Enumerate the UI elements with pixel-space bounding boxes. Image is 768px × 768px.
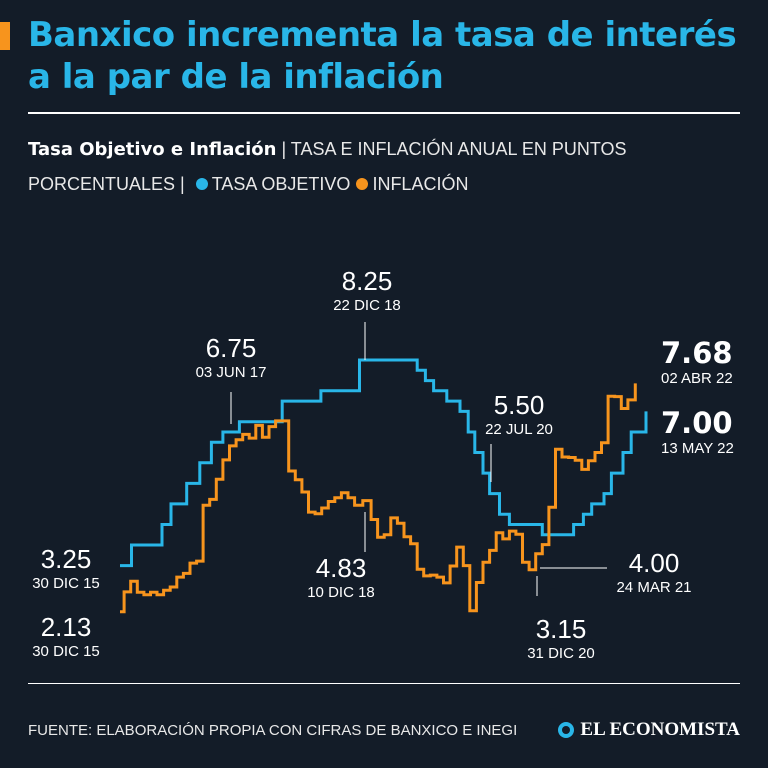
annotation-date-tasa: 22 DIC 18 bbox=[333, 297, 401, 314]
headline-accent-bar bbox=[0, 22, 10, 50]
annotation-value-tasa: 8.25 bbox=[342, 266, 393, 296]
annotation-date-tasa: 30 DIC 15 bbox=[32, 575, 100, 592]
brand-circle-icon bbox=[558, 722, 575, 738]
annotation-value-inflacion: 7.68 bbox=[661, 336, 733, 370]
annotation-date-tasa: 13 MAY 22 bbox=[661, 440, 734, 457]
annotation-date-inflacion: 31 DIC 20 bbox=[527, 645, 595, 662]
source-note: FUENTE: ELABORACIÓN PROPIA CON CIFRAS DE… bbox=[28, 722, 518, 739]
page-title: Banxico incrementa la tasa de interés a … bbox=[28, 15, 737, 97]
legend-inflacion-label: INFLACIÓN bbox=[372, 174, 469, 194]
legend-tasa-dot-icon bbox=[195, 177, 208, 190]
bottom-divider bbox=[28, 683, 740, 684]
annotation-value-inflacion: 3.15 bbox=[536, 614, 587, 644]
annotation-date-tasa: 03 JUN 17 bbox=[196, 364, 267, 381]
legend-inflacion-dot-icon bbox=[356, 177, 369, 190]
legend-tasa-label: TASA OBJETIVO bbox=[211, 174, 351, 194]
chart-subtitle: Tasa Objetivo e Inflación | TASA E INFLA… bbox=[28, 132, 740, 201]
brand-logo: EL ECONOMISTA bbox=[558, 719, 740, 741]
top-divider bbox=[28, 112, 740, 114]
annotation-date-inflacion: 30 DIC 15 bbox=[32, 643, 100, 660]
chart-title: Tasa Objetivo e Inflación bbox=[28, 139, 277, 160]
annotation-value-tasa: 4.00 bbox=[629, 548, 680, 578]
annotation-value-inflacion: 4.83 bbox=[316, 553, 367, 583]
tasa-series-line bbox=[120, 358, 648, 568]
annotation-date-tasa: 24 MAR 21 bbox=[616, 579, 691, 596]
brand-name: EL ECONOMISTA bbox=[580, 719, 740, 740]
annotation-date-inflacion: 02 ABR 22 bbox=[661, 370, 733, 387]
subtitle-separator: | bbox=[175, 174, 190, 194]
subtitle-separator: | bbox=[276, 139, 291, 159]
annotation-date-tasa: 22 JUL 20 bbox=[485, 421, 553, 438]
annotation-date-inflacion: 10 DIC 18 bbox=[307, 584, 375, 601]
annotation-value-tasa: 6.75 bbox=[206, 333, 257, 363]
annotation-value-inflacion: 2.13 bbox=[41, 612, 92, 642]
annotation-value-tasa: 5.50 bbox=[494, 390, 545, 420]
inflacion-series-line bbox=[120, 383, 637, 614]
annotation-value-tasa: 7.00 bbox=[661, 406, 733, 440]
chart-description: TASA E INFLACIÓN ANUAL EN PUNTOS PORCENT… bbox=[28, 139, 627, 194]
annotation-value-tasa: 3.25 bbox=[41, 544, 92, 574]
